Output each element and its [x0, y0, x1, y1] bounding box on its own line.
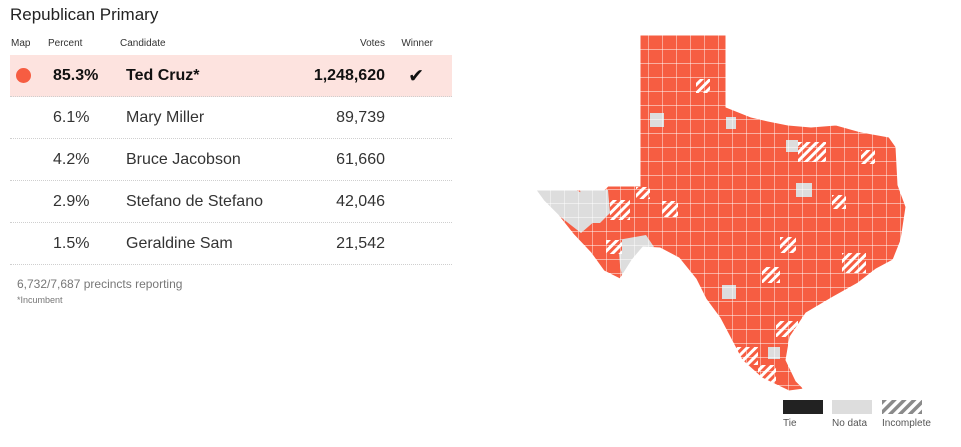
legend-no-data-swatch [832, 400, 872, 414]
race-title: Republican Primary [10, 5, 159, 24]
results-table: Map Percent Candidate Votes Winner 85.3%… [10, 36, 452, 265]
header-percent: Percent [48, 38, 83, 49]
leader-color-dot-icon [16, 68, 31, 83]
candidate-votes: 21,542 [336, 235, 385, 252]
candidate-row-4: 2.9% Stefano de Stefano 42,046 [10, 181, 452, 223]
legend-no-data-label: No data [832, 418, 868, 429]
candidate-votes: 61,660 [336, 151, 385, 168]
incumbent-note: *Incumbent [17, 295, 63, 305]
candidate-name: Geraldine Sam [126, 235, 233, 252]
candidate-votes: 1,248,620 [313, 67, 385, 84]
legend-tie-label: Tie [783, 418, 797, 429]
candidate-percent: 4.2% [53, 151, 90, 168]
header-votes: Votes [359, 38, 385, 49]
winner-check-icon: ✔ [408, 66, 424, 87]
candidate-percent: 2.9% [53, 193, 90, 210]
candidate-row-1: 85.3% Ted Cruz* 1,248,620 ✔ [10, 55, 452, 97]
candidate-percent: 85.3% [53, 67, 99, 84]
precincts-reporting: 6,732/7,687 precincts reporting [17, 277, 183, 291]
candidate-percent: 1.5% [53, 235, 90, 252]
candidate-name: Mary Miller [126, 109, 205, 126]
table-header: Map Percent Candidate Votes Winner [10, 36, 452, 55]
legend-tie-swatch [783, 400, 823, 414]
candidate-votes: 42,046 [336, 193, 385, 210]
legend-incomplete-swatch [882, 400, 922, 414]
header-candidate: Candidate [120, 38, 166, 49]
candidate-name: Stefano de Stefano [126, 193, 263, 210]
legend-incomplete-label: Incomplete [882, 418, 931, 429]
candidate-row-2: 6.1% Mary Miller 89,739 [10, 97, 452, 139]
candidate-row-3: 4.2% Bruce Jacobson 61,660 [10, 139, 452, 181]
header-map: Map [11, 38, 31, 49]
candidate-name: Ted Cruz* [126, 67, 200, 84]
candidate-votes: 89,739 [336, 109, 385, 126]
state-outline [536, 35, 907, 392]
candidate-row-5: 1.5% Geraldine Sam 21,542 [10, 223, 452, 265]
candidate-percent: 6.1% [53, 109, 90, 126]
texas-county-map[interactable] [536, 35, 928, 395]
header-winner: Winner [401, 38, 433, 49]
candidate-name: Bruce Jacobson [126, 151, 241, 168]
